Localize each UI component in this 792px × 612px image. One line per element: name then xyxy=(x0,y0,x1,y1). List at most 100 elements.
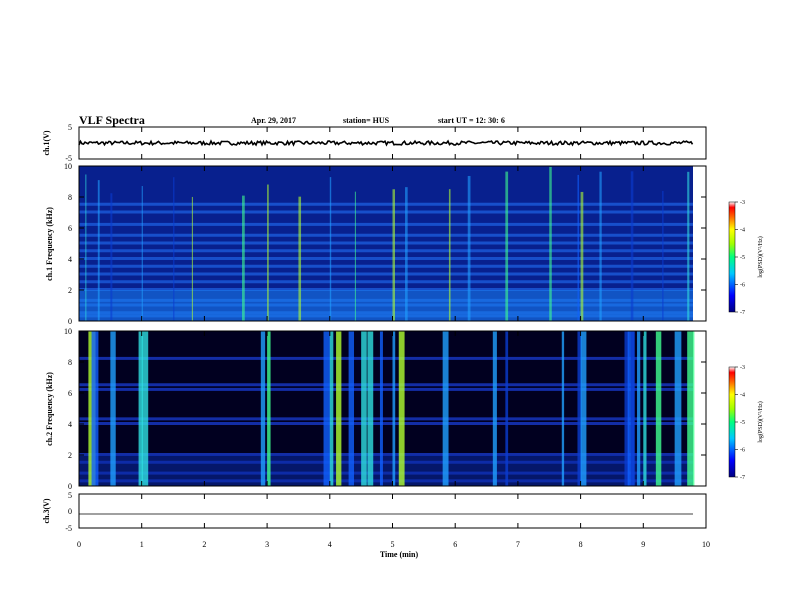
ch3-waveform-panel: ch.3(V) 5 0 -5 xyxy=(42,491,707,533)
spectrogram-burst-1-9 xyxy=(329,177,332,321)
freq-tick-label-2-2: 4 xyxy=(68,420,72,429)
spectrogram-band-1-13 xyxy=(79,210,693,214)
colorbar-tick-label-1-0: -3 xyxy=(740,200,745,206)
spectrogram-band-1-14 xyxy=(79,202,693,206)
spectrogram-burst-2-21 xyxy=(580,331,587,486)
colorbar-tick-label-1-3: -6 xyxy=(740,283,745,289)
spectrogram-burst-1-14 xyxy=(467,175,471,321)
spectrogram-burst-2-22 xyxy=(624,331,630,486)
spectrogram-burst-2-3 xyxy=(138,331,143,486)
colorbar-tick-label-1-2: -5 xyxy=(740,255,745,261)
spectrogram-burst-2-11 xyxy=(361,331,367,486)
spectrogram-band-2-5 xyxy=(79,417,693,421)
spectrogram-burst-2-13 xyxy=(379,331,383,486)
spectrogram-band-2-4 xyxy=(79,422,693,425)
spectrogram-burst-1-17 xyxy=(577,174,580,321)
spectrogram-burst-1-10 xyxy=(354,191,356,321)
spectrogram-burst-2-29 xyxy=(687,331,695,486)
spectrogram-burst-1-16 xyxy=(549,166,552,321)
spectrogram-burst-2-25 xyxy=(637,331,641,486)
spectrogram-burst-2-27 xyxy=(655,331,662,486)
ch1-spectrogram-ylabel: ch.1 Frequency (kHz) xyxy=(45,207,54,281)
spectrogram-burst-2-5 xyxy=(260,331,266,486)
spectrogram-burst-1-13 xyxy=(448,189,451,321)
ch1-colorbar-label: log(PSD)(V²/Hz) xyxy=(757,236,764,277)
colorbar-tick-label-1-1: -4 xyxy=(740,228,745,234)
spectrogram-burst-1-18 xyxy=(580,191,584,321)
ch1-spectrogram-panel: ch.1 Frequency (kHz) 0 2 4 6 8 10 xyxy=(45,162,707,326)
spectrogram-burst-1-20 xyxy=(630,171,634,321)
ch2-spectrogram-yticks: 0 2 4 6 8 10 xyxy=(64,327,706,491)
spectrogram-band-2-8 xyxy=(79,356,693,360)
freq-tick-label-1-1: 2 xyxy=(68,286,72,295)
ch1-waveform-trace xyxy=(78,139,694,147)
spectrogram-burst-1-11 xyxy=(392,189,396,321)
time-axis: 0 1 2 3 4 5 6 7 8 9 10 xyxy=(77,127,710,549)
spectrogram-burst-2-26 xyxy=(643,331,647,486)
colorbar-tick-label-1-4: -7 xyxy=(740,310,745,316)
freq-tick-label-1-5: 10 xyxy=(64,162,72,171)
freq-tick-label-1-3: 6 xyxy=(68,224,72,233)
ch3-ytick-bottom: -5 xyxy=(65,524,72,533)
freq-tick-label-2-5: 10 xyxy=(64,327,72,336)
ch3-ytick-mid: 0 xyxy=(68,507,72,516)
spectrogram-burst-2-18 xyxy=(505,331,509,486)
ch1-ytick-top: 5 xyxy=(68,123,72,132)
time-axis-label: Time (min) xyxy=(380,550,419,559)
spectrogram-burst-1-7 xyxy=(267,184,269,321)
spectrogram-burst-2-1 xyxy=(91,331,99,486)
ch2-spectrogram-ylabel: ch.2 Frequency (kHz) xyxy=(45,372,54,446)
freq-tick-label-1-0: 0 xyxy=(68,317,72,326)
spectrogram-band-1-8 xyxy=(79,257,693,260)
time-tick-label-0: 0 xyxy=(77,540,81,549)
ch2-spectrogram-panel: ch.2 Frequency (kHz) 0 2 4 6 8 10 xyxy=(45,327,707,491)
freq-tick-label-2-3: 6 xyxy=(68,389,72,398)
spectrogram-band-1-5 xyxy=(79,280,693,284)
ch1-waveform-panel: ch.1(V) 5 -5 xyxy=(42,123,707,163)
spectrogram-band-1-7 xyxy=(79,264,693,268)
ch3-ylabel: ch.3(V) xyxy=(42,498,51,523)
ch2-colorbar-gradient xyxy=(728,366,736,478)
colorbar-tick-label-2-0: -3 xyxy=(740,365,745,371)
time-tick-label-8: 8 xyxy=(579,540,583,549)
spectrogram-burst-2-7 xyxy=(323,331,331,486)
spectrogram-burst-2-6 xyxy=(267,331,271,486)
ch2-colorbar-label: log(PSD)(V²/Hz) xyxy=(757,401,764,442)
chart-title: VLF Spectra xyxy=(79,113,145,127)
freq-tick-label-1-4: 8 xyxy=(68,193,72,202)
spectrogram-burst-1-2 xyxy=(110,193,113,321)
spectrogram-burst-2-14 xyxy=(392,331,396,486)
ch1-colorbar: -3 -4 -5 -6 -7 log(PSD)(V²/Hz) xyxy=(728,200,764,316)
spectrogram-burst-2-4 xyxy=(141,331,149,486)
ch1-colorbar-gradient xyxy=(728,201,736,313)
spectrogram-burst-2-12 xyxy=(367,331,374,486)
time-tick-label-1: 1 xyxy=(140,540,144,549)
spectrogram-burst-1-6 xyxy=(242,195,245,321)
time-tick-label-3: 3 xyxy=(265,540,269,549)
ch2-colorbar-ticks: -3 -4 -5 -6 -7 xyxy=(735,365,745,481)
spectrogram-burst-1-22 xyxy=(687,171,690,321)
spectrogram-burst-1-5 xyxy=(191,196,193,321)
ch3-waveform-frame xyxy=(78,493,707,529)
spectrogram-band-1-6 xyxy=(79,272,693,276)
ch1-ylabel: ch.1(V) xyxy=(42,130,51,155)
time-tick-label-4: 4 xyxy=(328,540,332,549)
date-label: Apr. 29, 2017 xyxy=(251,116,297,125)
ch1-ytick-bottom: -5 xyxy=(65,154,72,163)
station-label: station= HUS xyxy=(343,116,390,125)
time-tick-label-6: 6 xyxy=(453,540,457,549)
spectrogram-burst-1-8 xyxy=(298,196,302,321)
time-tick-label-2: 2 xyxy=(202,540,206,549)
time-tick-label-10: 10 xyxy=(702,540,710,549)
ch3-ytick-top: 5 xyxy=(68,491,72,500)
spectrogram-burst-2-9 xyxy=(336,331,342,486)
spectrogram-band-1-12 xyxy=(79,222,693,226)
ch2-colorbar: -3 -4 -5 -6 -7 log(PSD)(V²/Hz) xyxy=(728,365,764,481)
spectrogram-burst-1-0 xyxy=(85,174,87,321)
spectrogram-band-1-10 xyxy=(79,241,693,245)
colorbar-tick-label-2-3: -6 xyxy=(740,448,745,454)
colorbar-tick-label-2-4: -7 xyxy=(740,475,745,481)
spectrogram-burst-2-16 xyxy=(442,331,449,486)
time-tick-label-5: 5 xyxy=(391,540,395,549)
